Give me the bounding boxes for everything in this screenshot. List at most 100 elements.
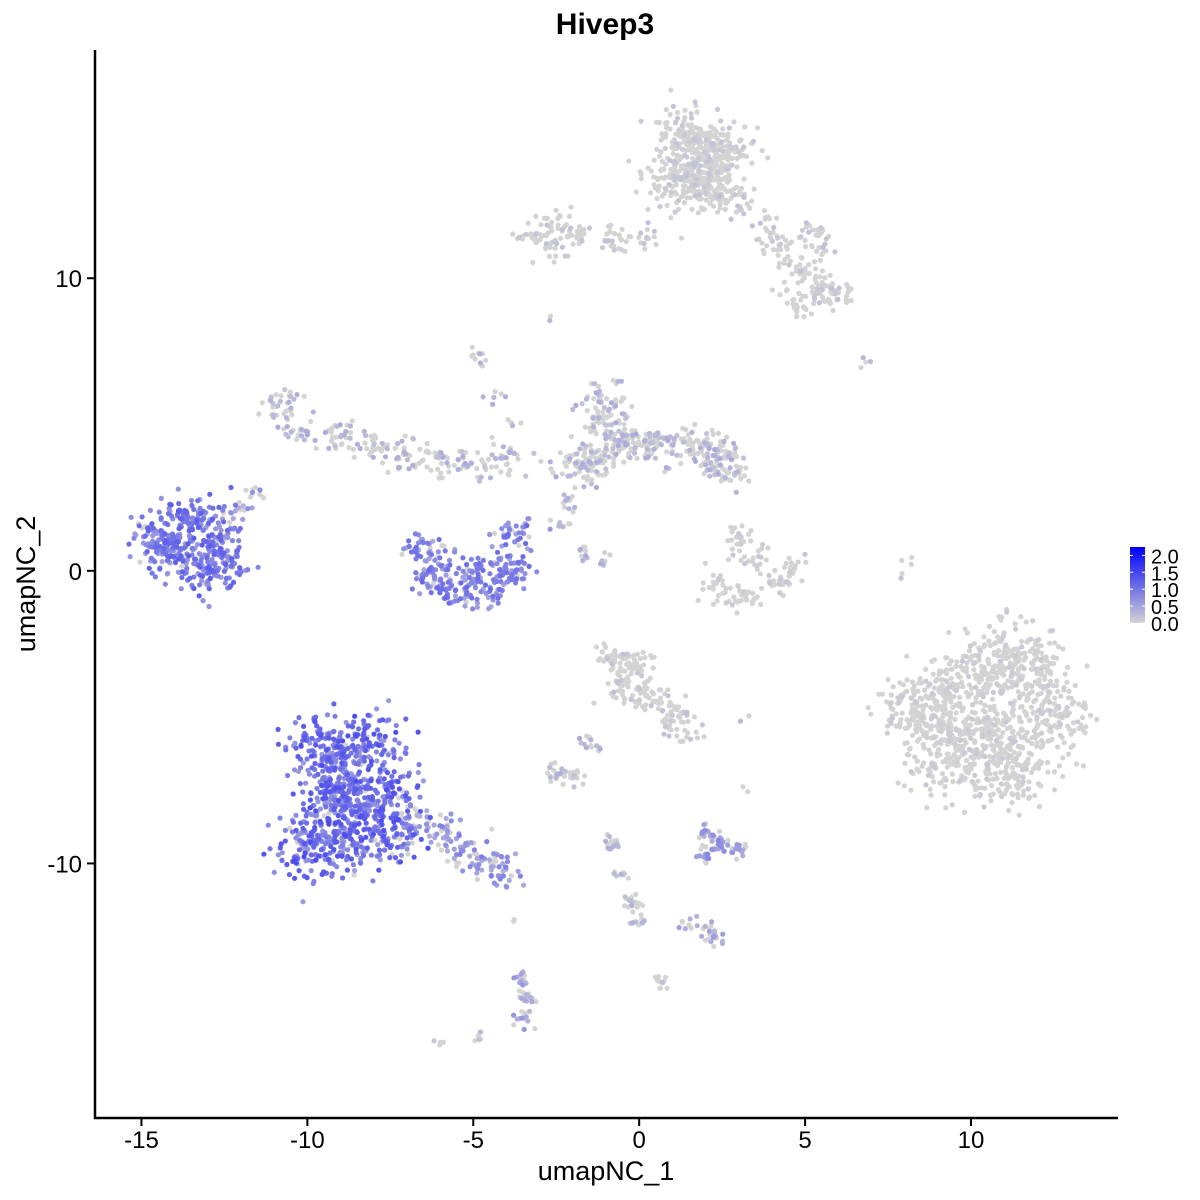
cell-point	[362, 802, 368, 808]
cell-point	[994, 763, 1001, 769]
cell-point	[708, 140, 715, 146]
cell-point	[968, 722, 974, 728]
cell-point	[659, 980, 666, 986]
cell-point	[608, 667, 614, 673]
cell-point	[1036, 677, 1042, 683]
cell-point	[1056, 703, 1062, 709]
cell-point	[848, 297, 854, 304]
cell-point	[362, 806, 368, 812]
cell-point	[210, 516, 216, 522]
cell-point	[557, 771, 563, 777]
cell-point	[936, 747, 942, 753]
cell-point	[651, 157, 657, 163]
cell-point	[611, 460, 617, 466]
cell-point	[476, 478, 483, 484]
cell-point	[1007, 724, 1013, 730]
cell-point	[985, 714, 991, 720]
cell-point	[353, 753, 359, 759]
cell-point	[1026, 795, 1032, 801]
cell-point	[279, 857, 285, 864]
cell-point	[985, 659, 991, 665]
cell-point	[607, 224, 613, 230]
cell-point	[709, 427, 715, 433]
cell-point	[277, 398, 283, 404]
cell-point	[240, 516, 246, 522]
cell-point	[915, 688, 921, 694]
cell-point	[1074, 761, 1080, 767]
cell-point	[271, 412, 277, 418]
cell-point	[1055, 688, 1061, 695]
cell-point	[538, 458, 544, 464]
cell-point	[740, 784, 746, 790]
cell-point	[689, 128, 695, 134]
cell-point	[759, 148, 765, 154]
cell-point	[672, 209, 678, 215]
cell-point	[995, 727, 1001, 733]
cell-point	[732, 598, 739, 604]
cell-point	[994, 775, 1000, 782]
cell-point	[354, 441, 360, 447]
cell-point	[673, 182, 680, 188]
cell-point	[633, 431, 639, 437]
cell-point	[710, 572, 716, 578]
cell-point	[1022, 708, 1028, 715]
cell-point	[727, 585, 734, 591]
cell-point	[398, 852, 404, 858]
cell-point	[559, 471, 565, 477]
cell-point	[232, 525, 238, 531]
cell-point	[191, 506, 197, 512]
cell-point	[275, 424, 281, 430]
cell-point	[865, 705, 871, 711]
cell-point	[767, 230, 773, 236]
cell-point	[972, 710, 978, 716]
cell-point	[326, 857, 332, 863]
cell-point	[685, 718, 691, 725]
cell-point	[408, 825, 414, 832]
cell-point	[648, 190, 654, 196]
cell-point	[362, 726, 368, 732]
cell-point	[600, 409, 606, 415]
cell-point	[693, 176, 699, 182]
cell-point	[948, 755, 954, 761]
cell-point	[377, 767, 383, 773]
cell-point	[990, 776, 996, 782]
cell-point	[728, 216, 734, 222]
cell-point	[729, 155, 736, 161]
cell-point	[404, 835, 410, 841]
cell-point	[388, 815, 394, 821]
cell-point	[640, 704, 646, 710]
cell-point	[139, 514, 145, 520]
cell-point	[663, 107, 669, 113]
cell-point	[630, 909, 636, 915]
cell-point	[843, 293, 850, 299]
cell-point	[451, 846, 457, 852]
cell-point	[605, 681, 611, 687]
cell-point	[795, 559, 801, 565]
cell-point	[617, 688, 623, 694]
cell-point	[317, 789, 323, 796]
cell-point	[673, 191, 680, 197]
cell-point	[265, 822, 271, 828]
cell-point	[732, 192, 738, 198]
cell-point	[693, 729, 699, 735]
cell-point	[603, 436, 609, 442]
cell-point	[1016, 730, 1022, 737]
cell-point	[287, 735, 293, 741]
cell-point	[505, 531, 511, 538]
cell-point	[971, 641, 977, 647]
cell-point	[822, 298, 829, 304]
cell-point	[890, 684, 896, 690]
cell-point	[582, 544, 588, 550]
cell-point	[431, 1038, 437, 1044]
cell-point	[444, 848, 451, 854]
cell-point	[711, 582, 717, 588]
cell-point	[301, 840, 308, 847]
cell-point	[308, 753, 315, 759]
cell-point	[182, 508, 188, 514]
cell-point	[678, 461, 684, 467]
cell-point	[136, 523, 142, 529]
cell-point	[952, 741, 958, 747]
cell-point	[802, 551, 808, 558]
cell-point	[323, 804, 329, 810]
cell-point	[648, 703, 654, 709]
